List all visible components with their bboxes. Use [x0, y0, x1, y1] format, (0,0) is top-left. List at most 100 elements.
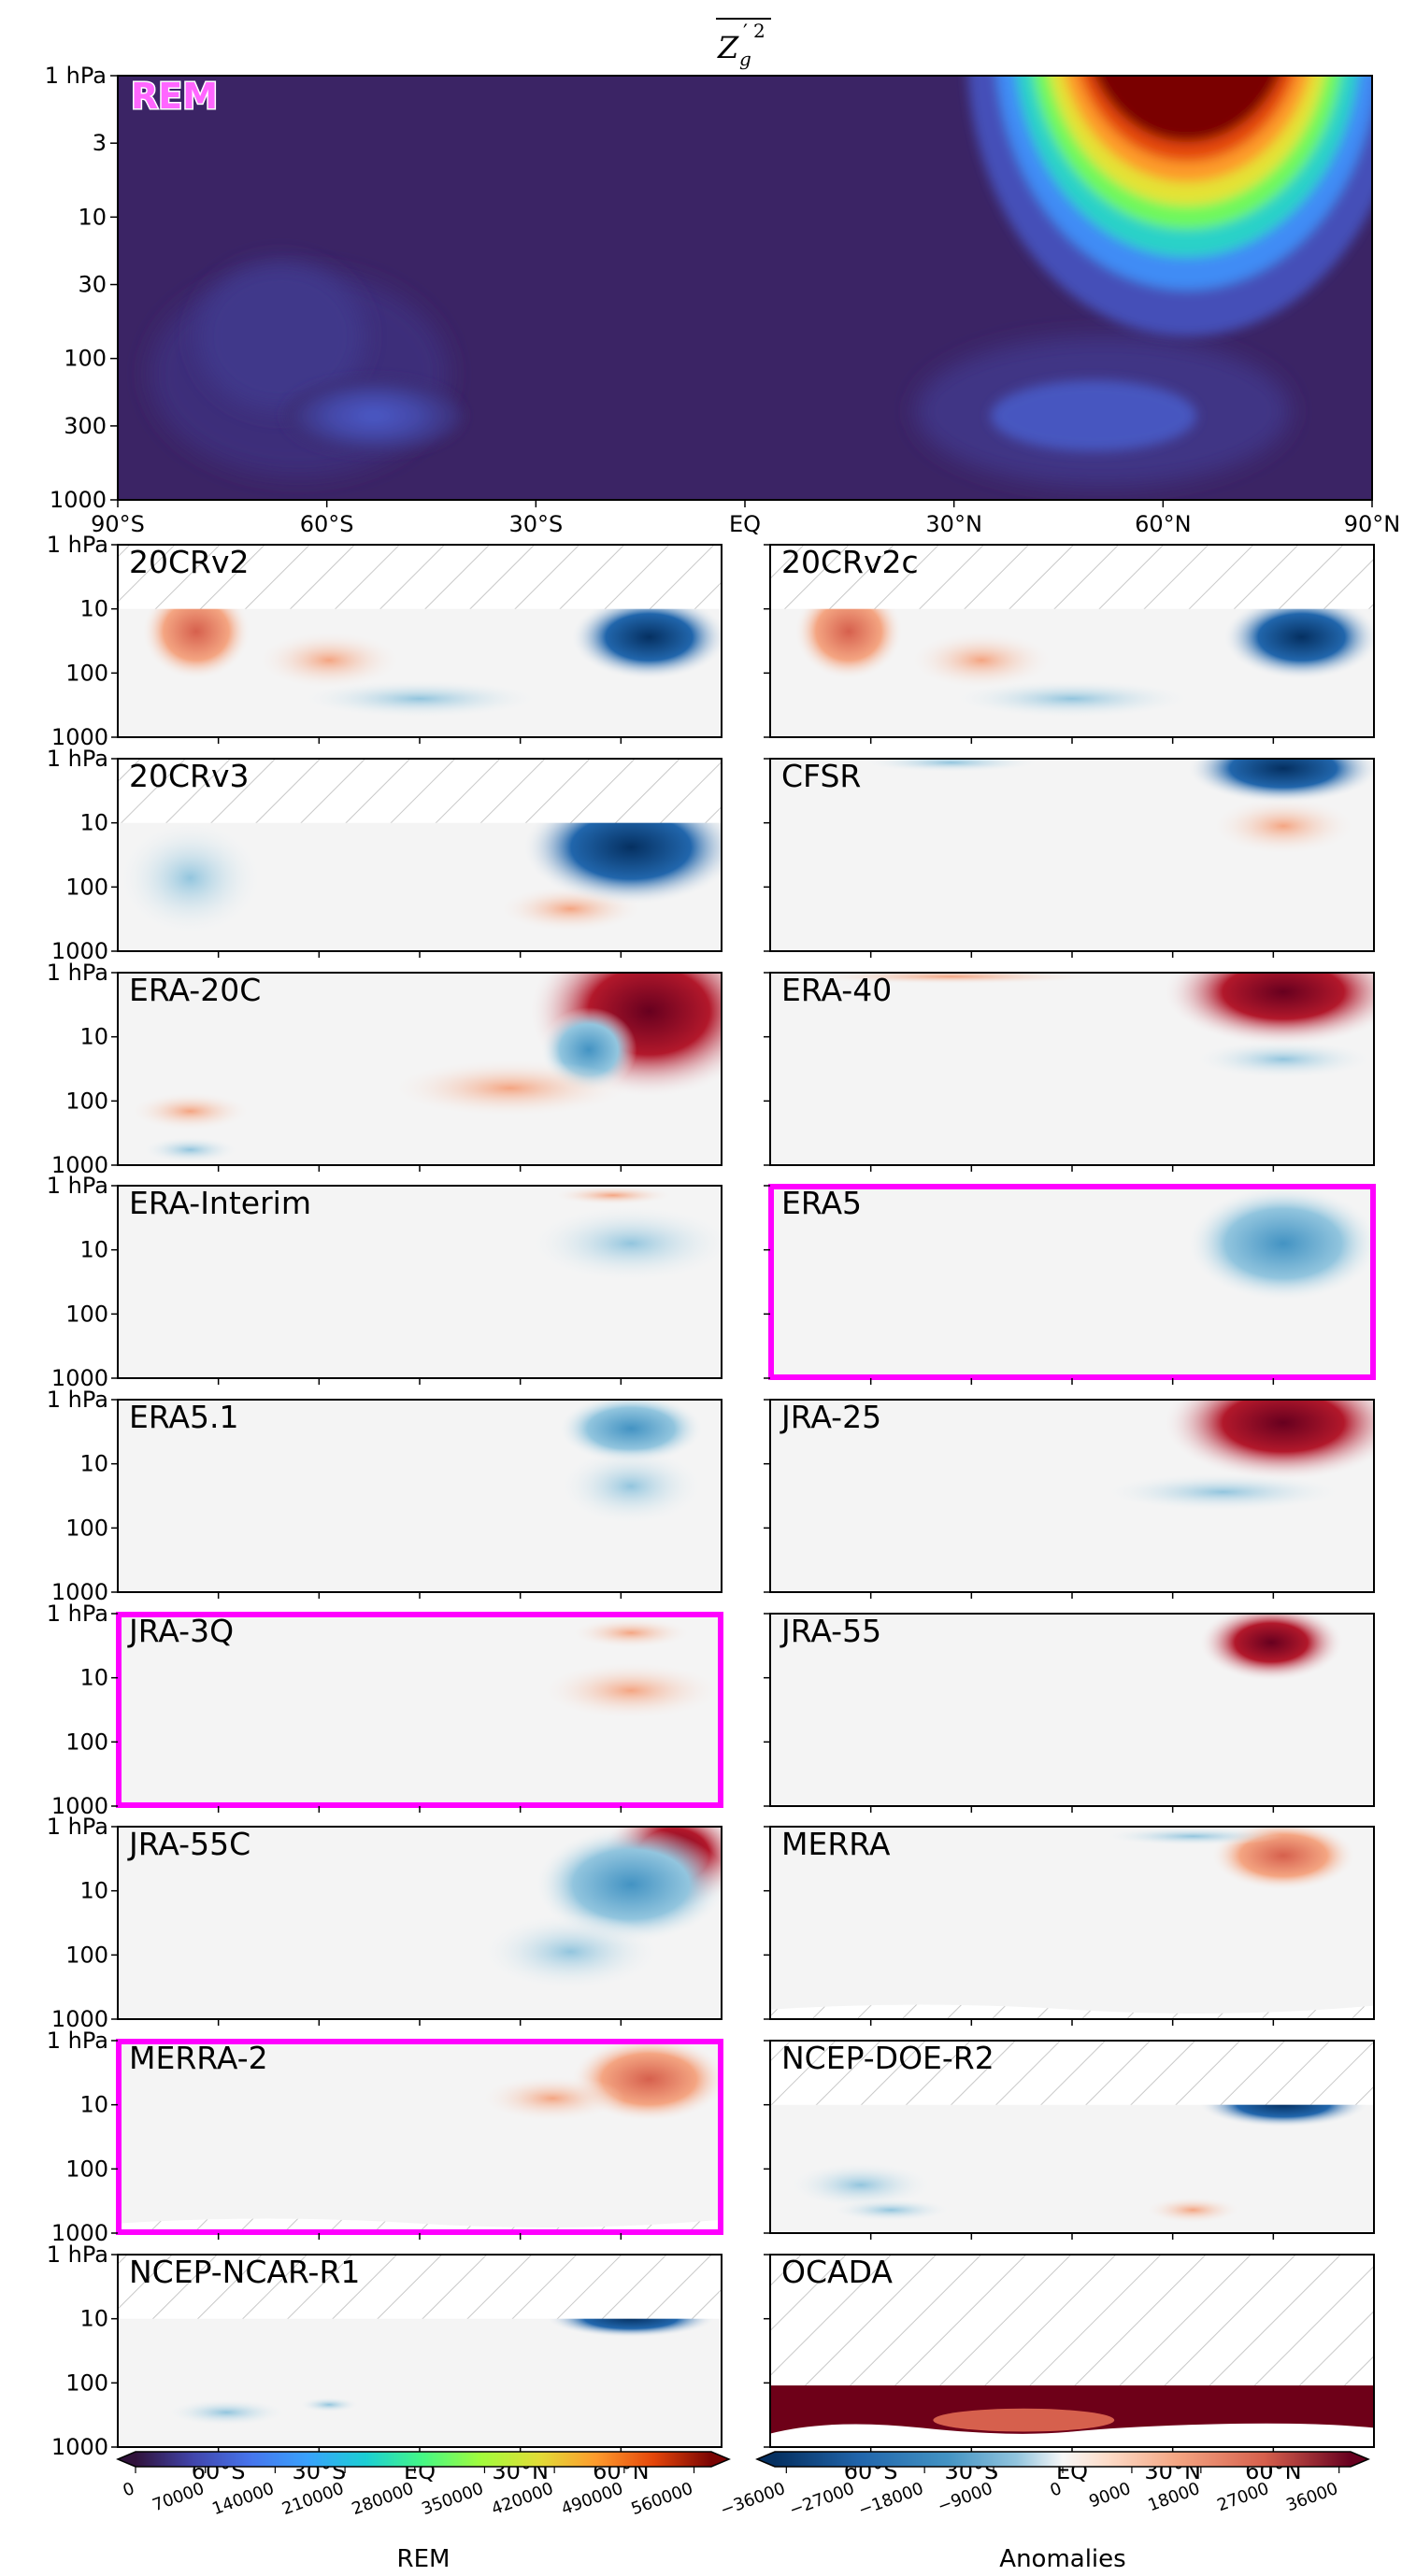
- panel-label: 20CRv3: [129, 758, 250, 794]
- colorbar-tick-label: 490000: [559, 2479, 626, 2519]
- anomaly-feature: [118, 819, 264, 936]
- anomaly-feature: [479, 2075, 625, 2122]
- y-tick-label: 1 hPa: [47, 2028, 108, 2054]
- anomaly-feature: [1102, 1827, 1284, 1846]
- anomaly-feature: [256, 631, 402, 690]
- missing-data-hatch: [770, 2041, 1374, 2105]
- anomaly-feature: [1162, 1400, 1374, 1481]
- anomaly-feature: [788, 2161, 934, 2209]
- y-tick-label: 1 hPa: [47, 532, 108, 558]
- panel-label: JRA-55C: [127, 1826, 250, 1862]
- y-tick-label: 1 hPa: [47, 746, 108, 772]
- panel-jra-25: JRA-25: [764, 1399, 1375, 1599]
- y-tick-label: 1000: [51, 2220, 108, 2246]
- anomaly-feature: [1198, 1614, 1344, 1682]
- y-tick-label: 10: [79, 1024, 108, 1050]
- panel-merra: MERRA: [764, 1826, 1375, 2026]
- x-tick-label: 30°N: [925, 511, 982, 537]
- y-tick-label: 10: [79, 2092, 108, 2118]
- y-tick-label: 1000: [51, 1365, 108, 1391]
- panel-era-interim: ERA-Interim 1 hPa 10 100 1000: [47, 1173, 722, 1391]
- title-prime: ′: [743, 21, 748, 45]
- y-tick-label: 1 hPa: [47, 1173, 108, 1199]
- y-tick-label: 30: [78, 272, 107, 298]
- y-tick-label: 100: [65, 2156, 108, 2182]
- y-tick-label: 10: [79, 1665, 108, 1691]
- anomaly-feature: [558, 1447, 704, 1525]
- y-tick-label: 1000: [51, 2006, 108, 2032]
- x-tick-label: 60°S: [300, 511, 354, 537]
- anomaly-feature: [908, 631, 1054, 690]
- anomaly-feature: [389, 1059, 632, 1117]
- missing-data-hatch: [770, 2255, 1374, 2386]
- x-tick-label: 60°N: [1135, 511, 1192, 537]
- y-tick-label: 1000: [51, 1152, 108, 1178]
- colorbar-tick-label: −27000: [787, 2479, 857, 2520]
- x-tick-label: 90°S: [91, 511, 145, 537]
- y-tick-label: 100: [65, 1301, 108, 1327]
- x-tick-label: 90°N: [1344, 511, 1401, 537]
- colorbar-tick-label: 27000: [1214, 2479, 1271, 2515]
- highlight-frame: [116, 2039, 723, 2235]
- y-tick-label: 10: [78, 204, 107, 230]
- y-tick-label: 100: [65, 1729, 108, 1755]
- y-tick-label: 1 hPa: [45, 63, 107, 89]
- anomaly-feature: [528, 1204, 722, 1282]
- missing-data-region: [770, 2004, 1374, 2019]
- y-tick-label: 100: [65, 874, 108, 900]
- colorbar-tick-label: 70000: [150, 2479, 207, 2515]
- panel-label: MERRA-2: [129, 2040, 268, 2076]
- anomaly-feature: [298, 679, 541, 719]
- y-tick-label: 10: [79, 2306, 108, 2332]
- title-sub: g: [739, 48, 751, 70]
- panel-era-20c: ERA-20C 1 hPa 10 100 1000: [47, 960, 722, 1178]
- panel-label: CFSR: [781, 758, 861, 794]
- y-tick-label: 1000: [51, 724, 108, 750]
- panel-20crv2c: 20CRv2c: [764, 544, 1375, 744]
- anomaly-feature: [1210, 797, 1356, 855]
- panel-label: ERA-40: [781, 972, 892, 1008]
- panel-label: NCEP-DOE-R2: [781, 2040, 994, 2076]
- y-tick-label: 1000: [51, 1793, 108, 1819]
- highlight-frame: [116, 1612, 723, 1808]
- panel-label: NCEP-NCAR-R1: [129, 2254, 360, 2290]
- y-tick-label: 1000: [51, 1579, 108, 1605]
- panel-label: JRA-55: [780, 1613, 881, 1649]
- y-tick-label: 10: [79, 1878, 108, 1904]
- colorbar-tick-label: −36000: [718, 2479, 788, 2520]
- y-tick-label: 1000: [50, 487, 107, 513]
- panel-jra-55: JRA-55: [764, 1613, 1375, 1813]
- anomaly-feature: [570, 1617, 692, 1649]
- y-tick-label: 300: [64, 413, 107, 439]
- anomaly-feature: [860, 759, 1042, 773]
- y-tick-label: 1 hPa: [47, 1601, 108, 1627]
- panel-label: ERA-Interim: [129, 1185, 311, 1221]
- y-tick-label: 1000: [51, 938, 108, 964]
- anomaly-feature: [298, 2397, 360, 2412]
- y-tick-label: 1 hPa: [47, 1814, 108, 1840]
- rem-panel-label: REM: [131, 76, 218, 117]
- panel-label: OCADA: [781, 2254, 893, 2290]
- missing-data-hatch: [770, 545, 1374, 609]
- colorbar-tick-label: 560000: [628, 2479, 695, 2519]
- y-tick-label: 100: [65, 2370, 108, 2396]
- title-power: 2: [753, 20, 765, 42]
- y-tick-label: 1 hPa: [47, 960, 108, 986]
- panel-label: ERA-20C: [129, 972, 261, 1008]
- title-main: Z: [717, 30, 739, 65]
- anomaly-feature: [1186, 1186, 1374, 1302]
- colorbar-tick-label: 9000: [1086, 2479, 1133, 2512]
- panel-label: ERA5.1: [129, 1399, 239, 1435]
- anomaly-feature: [933, 2408, 1115, 2432]
- anomaly-feature: [552, 1186, 674, 1205]
- colorbar-tick-label: 350000: [419, 2479, 486, 2519]
- panel-label: 20CRv2: [129, 544, 250, 580]
- panel-20crv3: 20CRv3 1 hPa 10 100 1000: [47, 746, 722, 964]
- colorbar-tick-label: 420000: [489, 2479, 556, 2519]
- rem-panel: REM Z g ′ 2 1 hPa 3 10 30 100 300 1000 90°S 60°…: [45, 18, 1401, 537]
- anomaly-feature: [1193, 1040, 1374, 1079]
- anomaly-feature: [1162, 973, 1374, 1046]
- anomaly-feature: [1223, 594, 1374, 680]
